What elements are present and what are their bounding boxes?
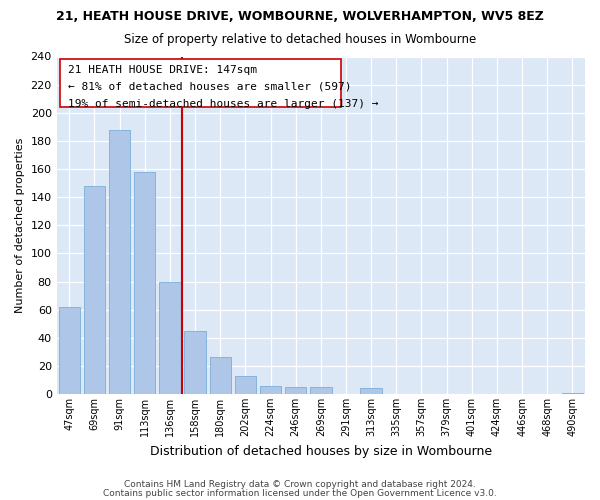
X-axis label: Distribution of detached houses by size in Wombourne: Distribution of detached houses by size …	[150, 444, 492, 458]
Bar	[285, 387, 307, 394]
Bar	[84, 186, 105, 394]
Text: 19% of semi-detached houses are larger (137) →: 19% of semi-detached houses are larger (…	[68, 98, 379, 108]
Text: 21 HEATH HOUSE DRIVE: 147sqm: 21 HEATH HOUSE DRIVE: 147sqm	[68, 65, 257, 75]
Text: Contains public sector information licensed under the Open Government Licence v3: Contains public sector information licen…	[103, 488, 497, 498]
Text: Contains HM Land Registry data © Crown copyright and database right 2024.: Contains HM Land Registry data © Crown c…	[124, 480, 476, 489]
Bar	[562, 392, 583, 394]
Text: ← 81% of detached houses are smaller (597): ← 81% of detached houses are smaller (59…	[68, 82, 352, 92]
Bar	[361, 388, 382, 394]
Bar	[184, 330, 206, 394]
Y-axis label: Number of detached properties: Number of detached properties	[15, 138, 25, 313]
Bar	[235, 376, 256, 394]
Bar	[260, 386, 281, 394]
Bar	[59, 307, 80, 394]
Bar	[310, 387, 332, 394]
Bar	[134, 172, 155, 394]
Bar	[209, 358, 231, 394]
Text: 21, HEATH HOUSE DRIVE, WOMBOURNE, WOLVERHAMPTON, WV5 8EZ: 21, HEATH HOUSE DRIVE, WOMBOURNE, WOLVER…	[56, 10, 544, 23]
Bar	[61, 60, 341, 107]
Text: Size of property relative to detached houses in Wombourne: Size of property relative to detached ho…	[124, 32, 476, 46]
Bar	[159, 282, 181, 394]
Bar	[109, 130, 130, 394]
